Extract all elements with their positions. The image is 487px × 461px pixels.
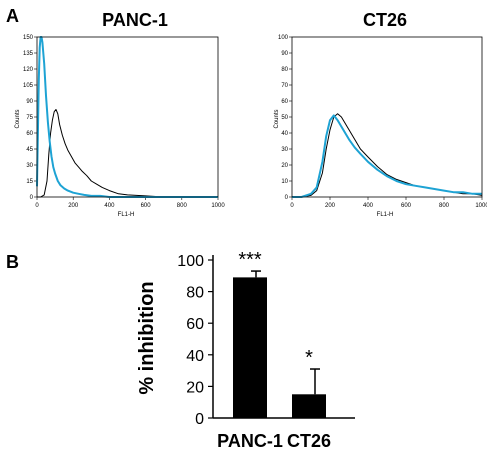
x-tick-label: 0 (290, 203, 294, 209)
series-line-black (37, 109, 218, 198)
y-tick-label: 20 (281, 163, 288, 169)
y-tick-label: 90 (281, 51, 288, 57)
histogram-title: CT26 (363, 10, 407, 30)
x-axis-label: FL1-H (377, 212, 394, 218)
y-tick-label: 30 (281, 147, 288, 153)
y-tick-label: 90 (26, 99, 33, 105)
y-tick-label: 75 (26, 115, 33, 121)
y-tick-label: 30 (26, 163, 33, 169)
y-tick-label: 70 (281, 83, 288, 89)
x-axis-label: FL1-H (118, 212, 135, 218)
bar (233, 277, 267, 418)
y-tick-label: 45 (26, 147, 33, 153)
histogram-title: PANC-1 (102, 10, 168, 30)
y-tick-label: 80 (186, 285, 204, 302)
panel-a-label: A (6, 6, 19, 26)
histogram-ct26: CT26 Counts FL1-H 0 200 400 600 800 1000 0 10 20… (274, 10, 487, 218)
x-tick-label: 1000 (475, 203, 487, 209)
x-tick-label: 200 (325, 203, 336, 209)
x-tick-label: 1000 (211, 203, 225, 209)
category-label: CT26 (287, 431, 331, 451)
panel-b-label: B (6, 252, 19, 272)
plot-frame (36, 36, 219, 198)
y-tick-label: 60 (186, 316, 204, 333)
category-label: PANC-1 (217, 431, 283, 451)
x-tick-label: 600 (401, 203, 412, 209)
series-line-black (292, 113, 483, 198)
y-tick-label: 0 (195, 411, 204, 428)
y-tick-label: 0 (30, 195, 34, 201)
y-tick-label: 40 (281, 131, 288, 137)
y-axis-label: % inhibition (136, 281, 158, 394)
histogram-panc1: PANC-1 Counts FL1-H 0 200 400 600 800 1000 0 15… (15, 10, 225, 218)
y-axis-label: Counts (274, 109, 280, 128)
x-tick-label: 400 (363, 203, 374, 209)
x-tick-label: 0 (35, 203, 39, 209)
x-tick-label: 600 (141, 203, 152, 209)
y-tick-label: 0 (285, 195, 289, 201)
y-tick-label: 50 (281, 115, 288, 121)
y-tick-label: 105 (23, 83, 34, 89)
bar (292, 394, 326, 418)
y-tick-label: 20 (186, 379, 204, 396)
y-tick-label: 120 (23, 67, 34, 73)
y-tick-label: 150 (23, 35, 34, 41)
significance-label: * (305, 347, 313, 369)
x-tick-label: 400 (104, 203, 115, 209)
series-line-blue (292, 114, 482, 198)
y-tick-label: 10 (281, 179, 288, 185)
series-line-blue (36, 36, 218, 198)
plot-frame (291, 36, 483, 198)
x-tick-label: 800 (177, 203, 188, 209)
y-tick-label: 15 (26, 179, 33, 185)
y-tick-label: 100 (278, 35, 289, 41)
y-tick-label: 135 (23, 51, 34, 57)
y-axis-label: Counts (15, 109, 21, 128)
y-tick-label: 40 (186, 348, 204, 365)
bar-chart: % inhibition 0 20 40 60 80 100 *** PANC-1 * CT26 (136, 249, 355, 451)
x-tick-label: 800 (439, 203, 450, 209)
y-tick-label: 80 (281, 67, 288, 73)
x-tick-label: 200 (68, 203, 79, 209)
y-tick-label: 100 (177, 253, 204, 270)
y-tick-label: 60 (26, 131, 33, 137)
significance-label: *** (238, 249, 262, 271)
y-tick-label: 60 (281, 99, 288, 105)
